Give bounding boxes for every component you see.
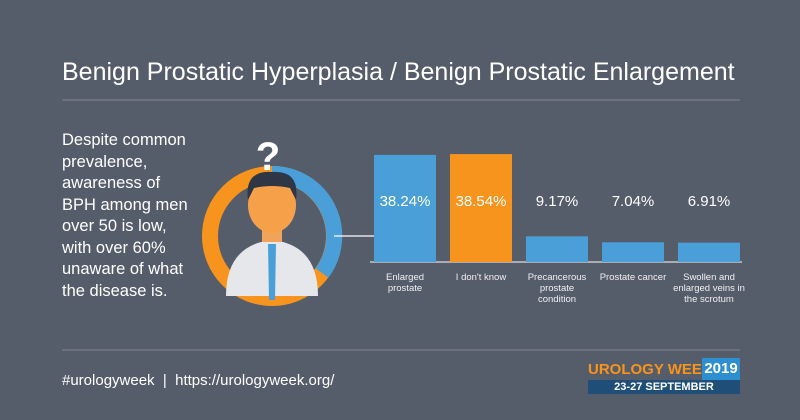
value-label: 7.04% <box>611 193 655 210</box>
bar <box>450 154 512 262</box>
category-label: Enlarged prostate <box>385 272 425 294</box>
description: Despite common prevalence, awareness of … <box>62 131 188 300</box>
category-label: Precancerous prostate condition <box>527 272 587 305</box>
footer: #urologyweek | https://urologyweek.org/ <box>62 372 335 389</box>
value-label: 9.17% <box>535 193 579 210</box>
category-label: Swollen and enlarged veins in the scrotu… <box>673 272 745 305</box>
value-label: 38.24% <box>379 193 431 210</box>
value-label: 6.91% <box>687 193 731 210</box>
logo-dates: 23-27 SEPTEMBER <box>588 380 740 394</box>
category-label: I don't know <box>455 272 507 283</box>
bar <box>374 154 436 262</box>
svg-text:?: ? <box>256 135 280 179</box>
illustration: ? <box>202 135 404 306</box>
bar <box>526 236 588 262</box>
chart-title: Benign Prostatic Hyperplasia / Benign Pr… <box>62 58 735 86</box>
logo-name: UROLOGY WEEK <box>588 361 713 378</box>
value-label: 38.54% <box>455 193 507 210</box>
logo-year: 2019 <box>702 358 740 380</box>
category-label: Prostate cancer <box>599 272 667 283</box>
bar <box>602 242 664 262</box>
bar <box>678 242 740 262</box>
